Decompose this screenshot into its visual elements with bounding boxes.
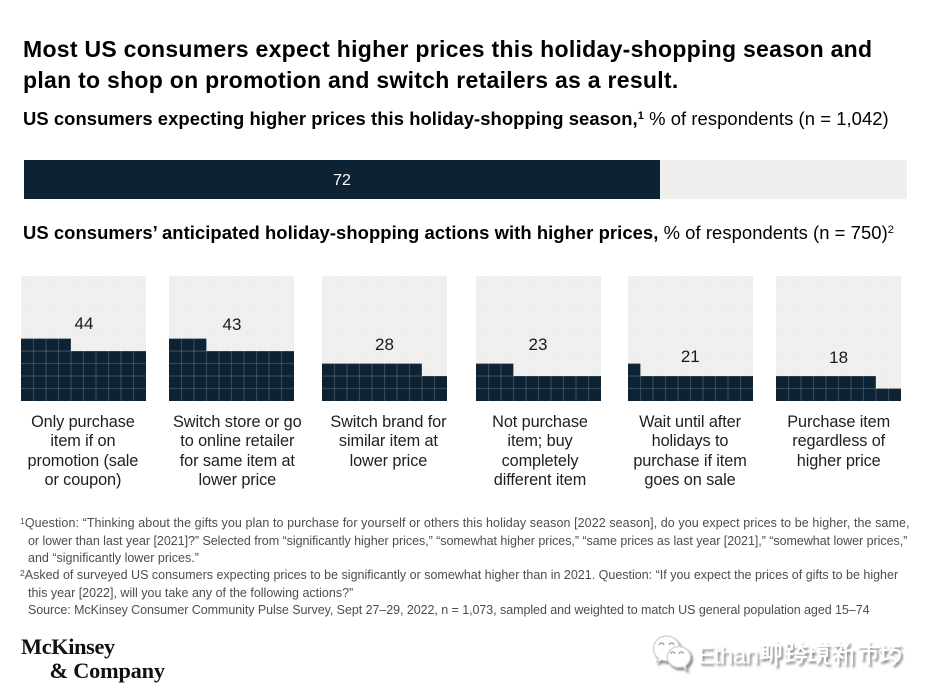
svg-text:Ethan: Ethan [698,642,759,669]
